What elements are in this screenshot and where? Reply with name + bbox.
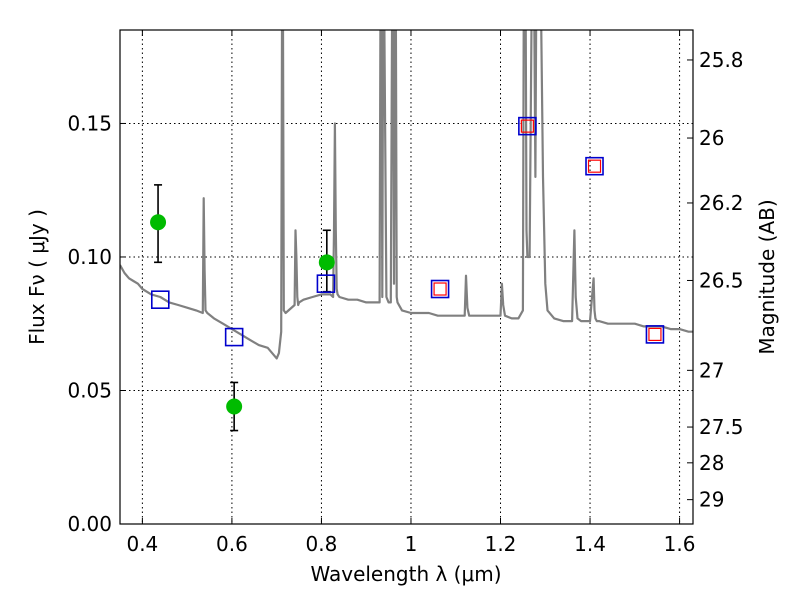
y2-tick-label: 28 [699,451,724,475]
y2-tick-label: 26.2 [699,191,744,215]
model-point [150,290,170,309]
y2-tick-label: 27.5 [699,415,744,439]
template-spectrum [120,30,693,360]
x-tick-label: 1.6 [664,532,696,556]
observed-point [318,254,335,271]
y-tick-label: 0.00 [67,512,112,536]
y2-axis-label: Magnitude (AB) [755,199,779,354]
y2-tick-label: 29 [699,488,724,512]
x-tick-label: 0.4 [126,532,158,556]
plot-frame [119,29,694,525]
model-point [585,156,604,176]
x-tick-label: 1.4 [574,532,606,556]
ticks: 0.4 0.6 0.8 1 1.2 1.4 1.6 0.00 0.05 0.10 0.15 25.8 2… [67,30,744,556]
y-tick-label: 0.05 [67,378,112,402]
y2-tick-label: 26 [699,126,724,150]
model-point [224,327,244,347]
model-inner-point [433,282,447,296]
model-inner-point [648,327,662,342]
grid [120,30,693,524]
y2-tick-label: 26.5 [699,268,744,292]
x-tick-label: 0.8 [306,532,338,556]
markers [150,116,665,432]
model-point [316,274,336,293]
y-tick-label: 0.10 [67,245,112,269]
x-tick-label: 0.6 [216,532,248,556]
model-inner-point [520,119,534,133]
y2-tick-label: 25.8 [699,48,744,72]
observed-point [226,398,243,415]
x-axis-label: Wavelength λ (μm) [310,562,501,586]
model-point [518,116,537,136]
model-point [645,325,665,344]
template-spectrum-line [120,30,693,360]
y-tick-label: 0.15 [67,111,112,135]
y-axis-label: Flux Fν ( μJy ) [25,209,49,345]
y2-tick-label: 27 [699,358,724,382]
model-inner-point [587,159,602,173]
x-tick-label: 1.2 [485,532,517,556]
observed-point [150,214,167,231]
model-point [430,279,450,299]
x-tick-label: 1 [405,532,418,556]
